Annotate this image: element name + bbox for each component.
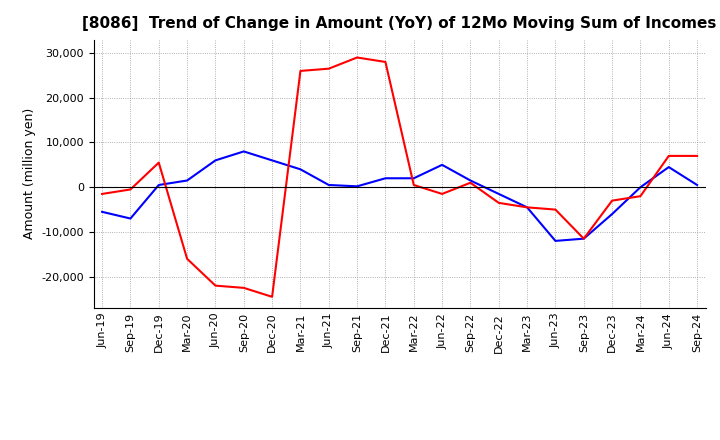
Net Income (296, 68, 305, 73)
Net Income (381, 59, 390, 65)
Ordinary Income (665, 165, 673, 170)
Ordinary Income (636, 185, 644, 190)
Ordinary Income (211, 158, 220, 163)
Ordinary Income (693, 182, 701, 187)
Ordinary Income (608, 211, 616, 216)
Title: [8086]  Trend of Change in Amount (YoY) of 12Mo Moving Sum of Incomes: [8086] Trend of Change in Amount (YoY) o… (82, 16, 717, 32)
Net Income (240, 285, 248, 290)
Net Income (665, 153, 673, 158)
Ordinary Income (268, 158, 276, 163)
Ordinary Income (438, 162, 446, 168)
Net Income (466, 180, 474, 185)
Net Income (693, 153, 701, 158)
Line: Ordinary Income: Ordinary Income (102, 151, 697, 241)
Ordinary Income (325, 182, 333, 187)
Net Income (98, 191, 107, 197)
Ordinary Income (551, 238, 559, 244)
Y-axis label: Amount (million yen): Amount (million yen) (23, 108, 36, 239)
Net Income (636, 194, 644, 199)
Ordinary Income (296, 167, 305, 172)
Ordinary Income (98, 209, 107, 214)
Net Income (608, 198, 616, 203)
Ordinary Income (240, 149, 248, 154)
Ordinary Income (466, 178, 474, 183)
Net Income (551, 207, 559, 212)
Ordinary Income (523, 205, 531, 210)
Net Income (523, 205, 531, 210)
Ordinary Income (183, 178, 192, 183)
Ordinary Income (410, 176, 418, 181)
Net Income (353, 55, 361, 60)
Net Income (126, 187, 135, 192)
Net Income (268, 294, 276, 300)
Ordinary Income (381, 176, 390, 181)
Net Income (495, 200, 503, 205)
Net Income (155, 160, 163, 165)
Net Income (580, 236, 588, 241)
Ordinary Income (580, 236, 588, 241)
Net Income (325, 66, 333, 71)
Ordinary Income (495, 191, 503, 197)
Ordinary Income (353, 183, 361, 189)
Net Income (183, 256, 192, 261)
Net Income (211, 283, 220, 288)
Ordinary Income (155, 182, 163, 187)
Line: Net Income: Net Income (102, 58, 697, 297)
Net Income (438, 191, 446, 197)
Net Income (410, 182, 418, 187)
Ordinary Income (126, 216, 135, 221)
